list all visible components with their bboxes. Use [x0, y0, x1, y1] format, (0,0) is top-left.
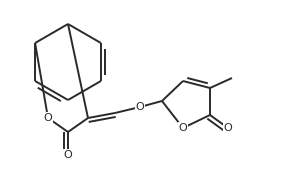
Text: O: O: [64, 150, 72, 160]
Text: O: O: [179, 123, 187, 133]
Text: O: O: [43, 113, 52, 123]
Text: O: O: [223, 123, 232, 133]
Text: O: O: [136, 102, 144, 112]
